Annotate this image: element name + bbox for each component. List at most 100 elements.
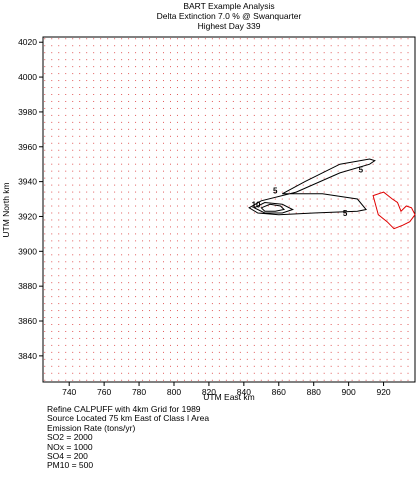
receptor-dot [260, 142, 262, 144]
receptor-dot [330, 324, 332, 325]
receptor-dot [274, 100, 276, 102]
receptor-dot [121, 87, 123, 89]
receptor-dot [190, 379, 192, 381]
receptor-dot [267, 156, 269, 158]
receptor-dot [100, 261, 102, 263]
receptor-dot [100, 191, 102, 193]
receptor-dot [407, 170, 409, 172]
receptor-dot [86, 59, 88, 61]
receptor-dot [142, 94, 144, 95]
receptor-dot [51, 233, 53, 235]
receptor-dot [295, 233, 297, 235]
receptor-dot [288, 372, 290, 374]
receptor-dot [204, 163, 206, 165]
receptor-dot [386, 379, 388, 381]
receptor-dot [344, 358, 346, 360]
receptor-dot [128, 205, 130, 207]
receptor-dot [386, 149, 388, 151]
receptor-dot [197, 100, 199, 102]
receptor-dot [344, 114, 346, 116]
receptor-dot [316, 80, 318, 82]
receptor-dot [379, 282, 381, 284]
receptor-dot [393, 59, 395, 61]
receptor-dot [400, 191, 402, 193]
receptor-dot [142, 100, 144, 102]
receptor-dot [316, 226, 318, 228]
receptor-dot [246, 212, 248, 214]
receptor-dot [344, 66, 346, 68]
receptor-dot [190, 191, 192, 193]
receptor-dot [135, 177, 137, 179]
receptor-dot [393, 100, 395, 102]
receptor-dot [128, 184, 130, 186]
receptor-dot [365, 240, 367, 242]
receptor-dot [163, 268, 165, 270]
receptor-dot [246, 317, 248, 319]
receptor-dot [51, 344, 53, 346]
receptor-dot [309, 247, 311, 249]
receptor-dot [72, 379, 74, 381]
receptor-dot [204, 337, 206, 339]
receptor-dot [323, 330, 325, 332]
receptor-dot [197, 219, 199, 221]
receptor-dot [114, 114, 116, 116]
receptor-dot [225, 142, 227, 144]
receptor-dot [44, 310, 46, 312]
chart-title-line: BART Example Analysis [183, 1, 274, 11]
receptor-dot [379, 275, 381, 277]
receptor-dot [239, 170, 241, 172]
receptor-dot [232, 261, 234, 263]
receptor-dot [351, 261, 353, 263]
receptor-dot [365, 303, 367, 305]
receptor-dot [149, 87, 151, 89]
receptor-dot [65, 66, 67, 68]
receptor-dot [121, 177, 123, 179]
receptor-dot [372, 289, 374, 291]
receptor-dot [211, 45, 213, 47]
receptor-dot [260, 73, 262, 75]
receptor-dot [169, 66, 171, 68]
receptor-dot [253, 212, 255, 214]
receptor-dot [330, 66, 332, 68]
receptor-dot [51, 372, 53, 374]
receptor-dot [58, 379, 60, 381]
receptor-dot [232, 100, 234, 102]
receptor-dot [204, 205, 206, 207]
receptor-dot [400, 324, 402, 325]
receptor-dot [260, 107, 262, 109]
receptor-dot [100, 282, 102, 284]
receptor-dot [218, 73, 220, 75]
receptor-dot [72, 247, 74, 249]
receptor-dot [211, 330, 213, 332]
receptor-dot [211, 226, 213, 228]
receptor-dot [393, 212, 395, 214]
receptor-dot [72, 163, 74, 165]
receptor-dot [142, 247, 144, 249]
receptor-dot [344, 45, 346, 47]
receptor-dot [386, 163, 388, 165]
receptor-dot [232, 303, 234, 305]
receptor-dot [86, 121, 88, 123]
receptor-dot [225, 254, 227, 256]
receptor-dot [232, 135, 234, 137]
receptor-dot [183, 261, 185, 263]
receptor-dot [400, 38, 402, 40]
receptor-dot [86, 254, 88, 256]
receptor-dot [386, 330, 388, 332]
receptor-dot [149, 205, 151, 207]
receptor-dot [344, 156, 346, 158]
receptor-dot [44, 73, 46, 75]
receptor-dot [337, 45, 339, 47]
receptor-dot [72, 317, 74, 319]
receptor-dot [176, 372, 178, 374]
receptor-dot [44, 282, 46, 284]
receptor-dot [142, 254, 144, 256]
receptor-dot [372, 275, 374, 277]
receptor-dot [121, 205, 123, 207]
receptor-dot [407, 87, 409, 89]
receptor-dot [79, 296, 81, 298]
receptor-dot [358, 351, 360, 353]
receptor-dot [246, 198, 248, 200]
receptor-dot [176, 289, 178, 291]
receptor-dot [163, 107, 165, 109]
